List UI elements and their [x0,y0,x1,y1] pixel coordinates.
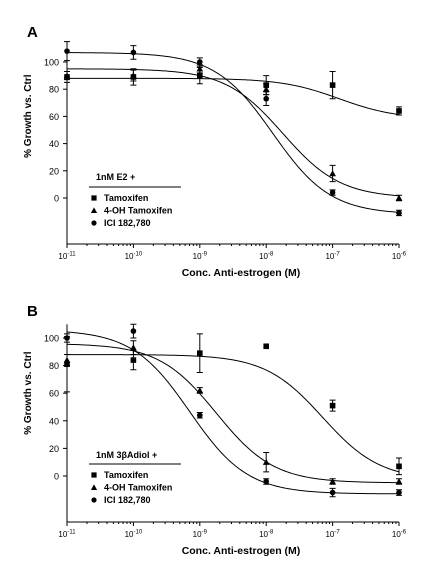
data-point-triangle [395,194,403,201]
legend-title: 1nM E2 + [96,172,135,182]
fit-curve-circle [66,331,399,495]
data-point-square [329,82,336,88]
data-point-circle [64,335,70,341]
legend-marker-square [91,195,97,201]
data-point-circle [329,189,336,196]
data-point-square [130,357,137,363]
data-point-triangle [130,344,137,351]
data-point-square [263,343,269,350]
data-point-triangle [329,478,336,485]
data-point-circle [263,478,270,485]
data-point-triangle [196,65,204,72]
legend-marker-triangle [90,207,98,213]
y-tick-label: 80 [49,85,59,95]
data-point-circle [263,95,270,102]
x-tick-label: 10-10 [125,252,143,262]
data-point-square [396,463,402,470]
x-tick-label: 10-9 [193,252,208,262]
data-point-circle [197,412,203,419]
fit-curve-square [67,77,400,116]
data-point-circle [130,49,137,56]
y-tick-label: 20 [49,166,59,176]
y-tick-label: 40 [49,139,59,149]
x-tick-label: 10-10 [125,530,143,540]
x-tick-label: 10-11 [58,252,76,262]
data-point-triangle [130,72,137,79]
data-point-triangle [196,387,204,394]
data-point-circle [329,489,336,496]
legend-label: ICI 182,780 [104,495,151,505]
legend: 1nM E2 + Tamoxifen 4-OH Tamoxifen ICI 182,7… [89,172,181,228]
fit-curve-triangle [66,68,400,197]
x-tick-label: 10-8 [259,530,274,540]
y-tick-label: 0 [54,472,59,482]
panel-label: B [27,303,38,320]
panel-label: A [27,24,38,41]
x-tick-label: 10-11 [58,530,76,540]
x-tick-label: 10-6 [392,252,407,262]
x-tick-label: 10-6 [392,530,407,540]
x-axis-title: Conc. Anti-estrogen (M) [182,545,301,557]
x-tick-label: 10-7 [325,252,340,262]
chart-panel-b: B 0 20 40 60 80 100 10-11 10-10 10-9 10-8 10-7 10-6 C… [23,303,407,557]
y-tick-label: 20 [49,444,59,454]
y-axis-title: % Growth vs. Ctrl [23,351,34,435]
x-tick-label: 10-8 [259,252,274,262]
data-point-square [329,402,336,409]
legend: 1nM 3βAdiol + Tamoxifen 4-OH Tamoxifen ICI … [89,450,181,505]
data-point-circle [197,59,203,65]
data-point-triangle [63,72,71,79]
data-point-circle [130,328,137,334]
x-tick-label: 10-7 [325,530,340,540]
legend-label: ICI 182,780 [104,218,151,228]
y-tick-label: 0 [54,194,59,204]
data-point-triangle [63,356,71,363]
legend-label: 4-OH Tamoxifen [104,483,172,493]
data-point-square [396,108,402,114]
fit-curve-circle [66,52,400,213]
y-tick-label: 100 [44,334,59,344]
data-point-circle [396,210,402,216]
y-tick-label: 60 [49,389,59,399]
data-point-triangle [395,478,403,485]
fit-curve-triangle [66,343,400,484]
y-tick-label: 80 [49,361,59,371]
chart-panel-a: A 0 20 40 60 80 100 10-11 10-10 10-9 10-8 10-7 10-6 C… [23,24,407,279]
x-axis-title: Conc. Anti-estrogen (M) [182,267,301,279]
legend-marker-triangle [90,484,98,490]
data-point-square [197,350,203,356]
data-point-circle [396,489,402,496]
data-point-triangle [262,458,270,465]
legend-label: 4-OH Tamoxifen [104,206,172,216]
y-tick-label: 40 [49,416,59,426]
data-point-triangle [329,170,336,177]
legend-label: Tamoxifen [104,470,148,480]
legend-marker-circle [91,220,97,226]
y-axis-title: % Growth vs. Ctrl [23,74,34,158]
legend-title: 1nM 3βAdiol + [96,450,157,460]
legend-label: Tamoxifen [104,193,148,203]
y-tick-label: 100 [44,58,59,68]
legend-marker-circle [91,497,97,503]
data-point-square [197,72,203,79]
y-tick-label: 60 [49,112,59,122]
data-point-triangle [262,85,270,92]
fit-curve-square [67,354,400,473]
x-tick-label: 10-9 [193,530,208,540]
legend-marker-square [91,472,97,478]
data-point-circle [64,48,70,54]
